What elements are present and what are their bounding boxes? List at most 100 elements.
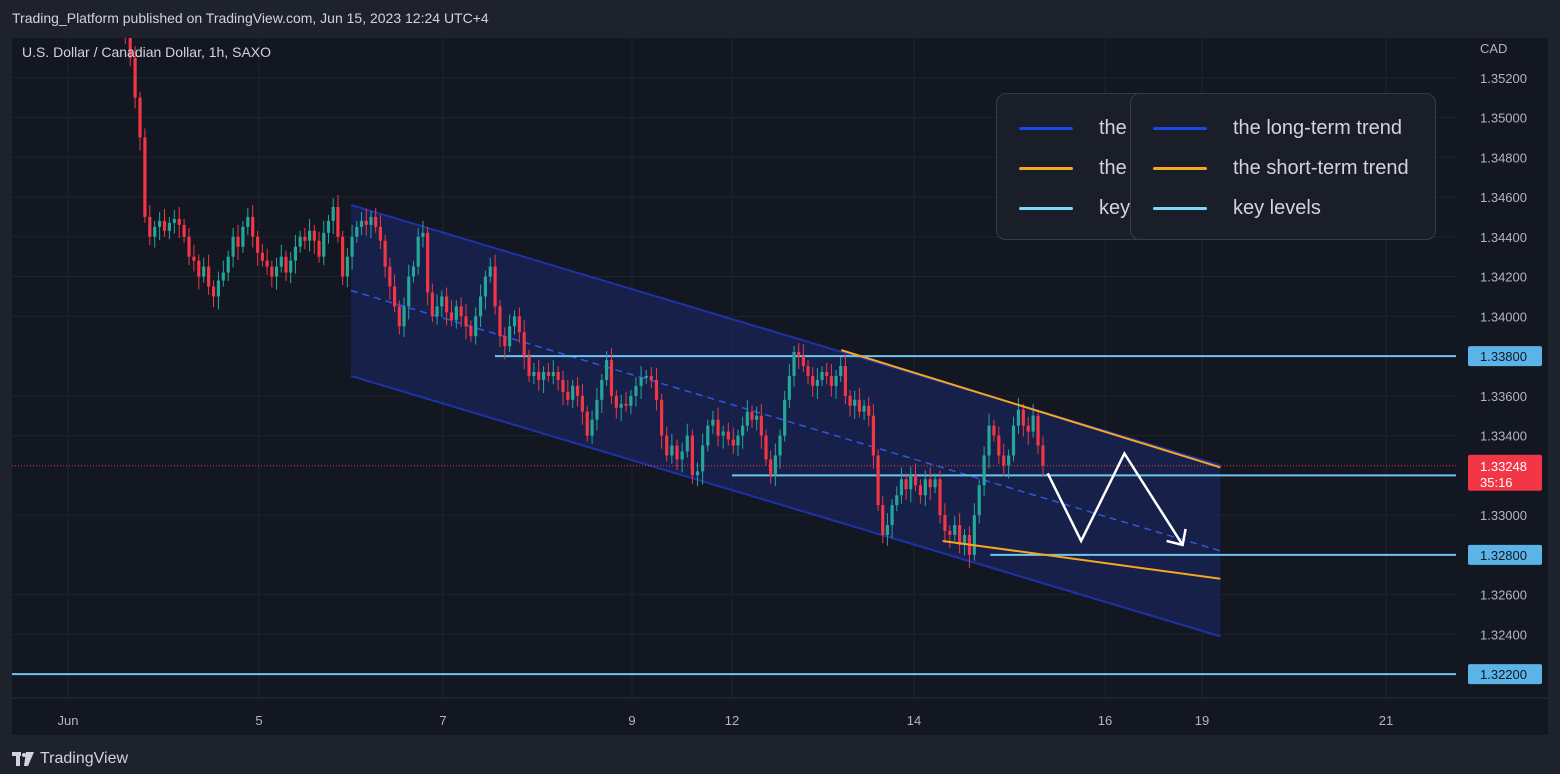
candle-body[interactable] <box>987 425 991 456</box>
candle-body[interactable] <box>508 326 512 347</box>
candle-body[interactable] <box>1026 425 1030 432</box>
candle-body[interactable] <box>685 435 689 452</box>
candle-body[interactable] <box>797 352 801 357</box>
candle-body[interactable] <box>571 385 575 400</box>
candle-body[interactable] <box>904 479 908 490</box>
candle-body[interactable] <box>759 415 763 436</box>
candle-body[interactable] <box>913 475 918 486</box>
candle-body[interactable] <box>478 296 483 317</box>
candle-body[interactable] <box>469 326 473 337</box>
candle-body[interactable] <box>512 316 517 327</box>
candle-body[interactable] <box>881 505 885 535</box>
candle-body[interactable] <box>426 232 430 293</box>
candle-body[interactable] <box>755 415 759 420</box>
candle-body[interactable] <box>128 38 132 58</box>
candle-body[interactable] <box>943 515 947 532</box>
candle-body[interactable] <box>600 379 604 400</box>
candle-body[interactable] <box>769 459 773 476</box>
candle-body[interactable] <box>532 371 536 376</box>
candle-body[interactable] <box>820 371 824 380</box>
key-level-price-tag[interactable] <box>1468 346 1542 367</box>
candle-body[interactable] <box>411 266 416 277</box>
key-level-price-tag[interactable] <box>1468 544 1542 565</box>
candle-body[interactable] <box>503 336 507 347</box>
candle-body[interactable] <box>464 316 468 327</box>
candle-body[interactable] <box>279 256 283 267</box>
candle-body[interactable] <box>741 425 745 436</box>
candle-body[interactable] <box>829 375 833 386</box>
candle-body[interactable] <box>726 431 730 440</box>
candle-body[interactable] <box>624 403 628 406</box>
candle-body[interactable] <box>644 375 648 378</box>
candle-body[interactable] <box>706 425 710 446</box>
candle-body[interactable] <box>172 218 176 223</box>
projection-path[interactable] <box>1046 450 1184 546</box>
candle-body[interactable] <box>619 403 623 408</box>
candle-body[interactable] <box>187 236 191 257</box>
candle-body[interactable] <box>402 306 406 327</box>
candle-body[interactable] <box>474 316 478 337</box>
candle-body[interactable] <box>270 266 274 277</box>
candle-body[interactable] <box>918 485 923 496</box>
candle-body[interactable] <box>839 366 843 376</box>
candle-body[interactable] <box>690 435 694 476</box>
candle-body[interactable] <box>459 306 463 317</box>
candle-body[interactable] <box>192 256 196 261</box>
candle-body[interactable] <box>876 455 880 506</box>
candle-body[interactable] <box>590 419 594 436</box>
candle-body[interactable] <box>923 479 927 496</box>
candle-body[interactable] <box>778 435 782 456</box>
candle-body[interactable] <box>806 366 810 376</box>
candle-body[interactable] <box>493 266 497 307</box>
candle-body[interactable] <box>992 425 996 436</box>
candle-body[interactable] <box>825 371 829 376</box>
candle-body[interactable] <box>527 356 531 376</box>
candle-body[interactable] <box>216 280 221 297</box>
candle-body[interactable] <box>374 216 378 227</box>
candle-body[interactable] <box>440 296 444 307</box>
candle-body[interactable] <box>899 479 904 496</box>
candle-body[interactable] <box>284 256 288 273</box>
candle-body[interactable] <box>256 236 260 253</box>
candle-body[interactable] <box>890 505 894 526</box>
candle-body[interactable] <box>909 475 913 490</box>
candle-body[interactable] <box>675 445 679 460</box>
candle-body[interactable] <box>614 395 618 408</box>
candle-body[interactable] <box>143 137 147 217</box>
candle-body[interactable] <box>962 534 967 545</box>
candle-body[interactable] <box>731 439 735 446</box>
candle-body[interactable] <box>537 371 541 380</box>
channel-mid-line[interactable] <box>350 289 1221 552</box>
candle-body[interactable] <box>580 395 584 412</box>
candle-body[interactable] <box>792 352 796 376</box>
candle-body[interactable] <box>857 399 861 412</box>
candle-body[interactable] <box>421 232 425 237</box>
candle-body[interactable] <box>211 286 216 297</box>
candle-body[interactable] <box>1036 415 1040 446</box>
candle-body[interactable] <box>364 220 368 225</box>
candle-body[interactable] <box>153 226 157 237</box>
candle-body[interactable] <box>654 379 659 400</box>
candle-body[interactable] <box>595 399 599 420</box>
candle-body[interactable] <box>246 216 250 227</box>
candle-body[interactable] <box>745 411 749 426</box>
candle-body[interactable] <box>369 216 373 225</box>
candle-body[interactable] <box>341 236 345 277</box>
candle-body[interactable] <box>977 485 981 516</box>
candle-body[interactable] <box>665 435 669 456</box>
candle-body[interactable] <box>853 399 857 406</box>
candle-body[interactable] <box>885 525 890 535</box>
candle-body[interactable] <box>355 226 359 237</box>
candle-body[interactable] <box>773 455 777 476</box>
candle-body[interactable] <box>721 431 725 436</box>
candle-body[interactable] <box>488 266 492 277</box>
candle-body[interactable] <box>138 97 142 138</box>
candle-body[interactable] <box>167 222 171 231</box>
candle-body[interactable] <box>359 220 364 227</box>
candle-body[interactable] <box>378 226 383 241</box>
candle-body[interactable] <box>862 405 866 412</box>
candle-body[interactable] <box>1016 409 1021 426</box>
candle-body[interactable] <box>392 286 397 307</box>
candle-body[interactable] <box>680 451 684 460</box>
candle-body[interactable] <box>308 230 312 241</box>
